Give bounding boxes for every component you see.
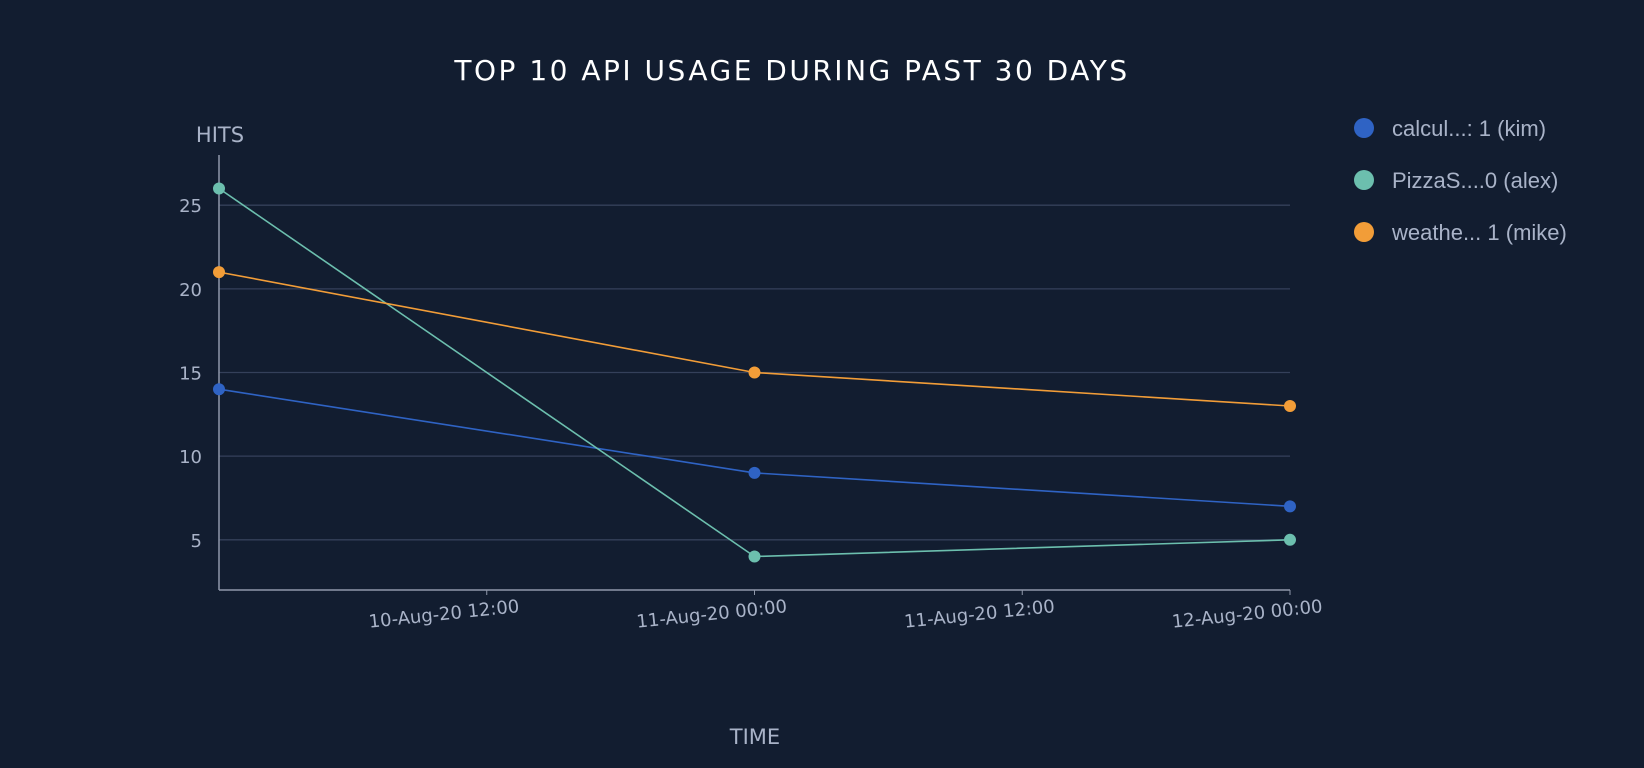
legend-swatch[interactable] xyxy=(1354,222,1374,242)
x-tick-label: 12-Aug-20 00:00 xyxy=(1171,596,1324,633)
data-point[interactable] xyxy=(213,266,225,279)
legend-swatch[interactable] xyxy=(1354,118,1374,138)
x-tick-labels: 10-Aug-20 12:00 11-Aug-20 00:00 11-Aug-20 … xyxy=(368,590,1324,633)
legend-swatch[interactable] xyxy=(1354,170,1374,190)
y-tick-label: 20 xyxy=(179,280,202,301)
legend-label[interactable]: weathe... 1 (mike) xyxy=(1391,220,1567,245)
x-tick-label: 11-Aug-20 00:00 xyxy=(635,596,788,633)
data-point[interactable] xyxy=(748,366,761,379)
x-tick-label: 11-Aug-20 12:00 xyxy=(903,596,1056,633)
series-line xyxy=(218,271,1291,407)
legend-label[interactable]: PizzaS....0 (alex) xyxy=(1392,168,1558,193)
data-point[interactable] xyxy=(1284,399,1296,412)
series-group xyxy=(213,182,1296,563)
y-tick-label: 15 xyxy=(179,364,202,385)
data-point[interactable] xyxy=(748,466,761,479)
data-point[interactable] xyxy=(1284,500,1296,513)
x-tick-label: 10-Aug-20 12:00 xyxy=(368,596,521,633)
data-point[interactable] xyxy=(748,550,761,563)
data-point[interactable] xyxy=(213,182,225,195)
y-tick-labels: 5 10 15 20 25 xyxy=(179,196,202,552)
data-point[interactable] xyxy=(1284,533,1296,546)
y-axis-title: HITS xyxy=(196,123,244,147)
y-tick-label: 25 xyxy=(179,196,202,217)
y-tick-label: 5 xyxy=(191,531,202,552)
chart-title: TOP 10 API USAGE DURING PAST 30 DAYS xyxy=(453,54,1129,87)
series-line xyxy=(218,388,1291,508)
data-point[interactable] xyxy=(213,383,225,396)
legend-label[interactable]: calcul...: 1 (kim) xyxy=(1392,116,1546,141)
y-tick-label: 10 xyxy=(179,447,202,468)
legend: calcul...: 1 (kim) PizzaS....0 (alex) weat… xyxy=(1354,116,1567,245)
x-axis-title: TIME xyxy=(729,725,780,749)
